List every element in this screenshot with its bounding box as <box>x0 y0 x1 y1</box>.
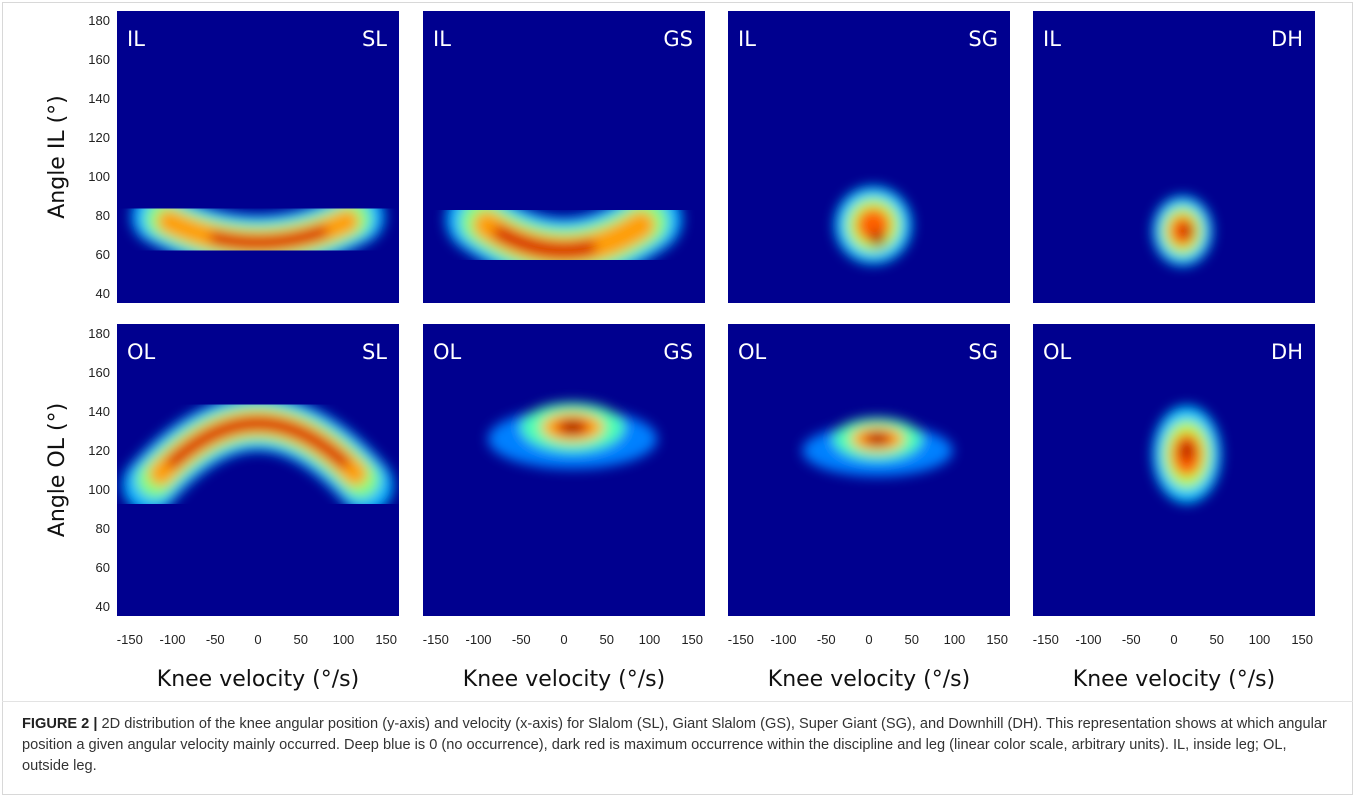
heatmap-panel-il-dh: IL DH <box>1033 11 1315 303</box>
y-tick-label: 160 <box>88 52 110 67</box>
figure-caption: FIGURE 2 | 2D distribution of the knee a… <box>22 714 1337 777</box>
x-tick-label: 50 <box>599 632 613 647</box>
x-tick-label: 150 <box>986 632 1008 647</box>
x-tick-label: -100 <box>160 632 186 647</box>
caption-divider <box>2 701 1353 702</box>
figure-label: FIGURE 2 | <box>22 716 98 732</box>
x-tick-label: -50 <box>1122 632 1141 647</box>
x-tick-label: 100 <box>639 632 661 647</box>
y-tick-label: 40 <box>96 599 110 614</box>
x-tick-label: 0 <box>865 632 872 647</box>
leg-label: IL <box>1043 27 1061 51</box>
leg-label: IL <box>127 27 145 51</box>
density-band <box>492 225 597 258</box>
discipline-label: SL <box>362 27 387 51</box>
density-blob <box>1180 223 1193 238</box>
x-tick-label: 100 <box>333 632 355 647</box>
x-axis-label: Knee velocity (°/s) <box>1073 667 1275 692</box>
y-axis-label: Angle IL (°) <box>45 95 70 219</box>
heatmap-panel-ol-sl: OL SL 40 60 80 100 120 140 160 180 -150 -100 -50 0 50 1… <box>45 324 399 692</box>
heatmap-panel-ol-dh: OL DH -150 -100 -50 0 50 100 150 Knee velocity (°… <box>1033 324 1315 692</box>
x-tick-label: 0 <box>1170 632 1177 647</box>
y-tick-label: 180 <box>88 326 110 341</box>
y-tick-label: 120 <box>88 130 110 145</box>
y-tick-label: 40 <box>96 286 110 301</box>
x-tick-label: -150 <box>728 632 754 647</box>
x-tick-label: 50 <box>293 632 307 647</box>
density-blob <box>868 434 887 444</box>
discipline-label: GS <box>663 27 693 51</box>
x-tick-label: -150 <box>1033 632 1059 647</box>
x-tick-label: 0 <box>254 632 261 647</box>
x-tick-label: -100 <box>466 632 492 647</box>
density-blob <box>1180 440 1194 461</box>
leg-label: OL <box>738 340 767 364</box>
density-layer <box>131 188 385 271</box>
x-axis-label: Knee velocity (°/s) <box>768 667 970 692</box>
density-band <box>166 417 350 469</box>
density-blob <box>562 422 583 433</box>
x-tick-label: -50 <box>817 632 836 647</box>
discipline-label: GS <box>663 340 693 364</box>
y-tick-label: 140 <box>88 404 110 419</box>
y-tick-label: 140 <box>88 91 110 106</box>
x-tick-label: 0 <box>560 632 567 647</box>
density-blob <box>869 230 886 247</box>
y-axis-label: Angle OL (°) <box>45 403 70 537</box>
y-tick-label: 80 <box>96 208 110 223</box>
y-tick-label: 100 <box>88 169 110 184</box>
density-layer <box>487 402 658 469</box>
density-layer <box>1152 405 1222 504</box>
density-layer <box>802 417 953 477</box>
figure-2: IL SL 40 60 80 100 120 140 160 180 Angle IL (°) IL G… <box>45 11 1315 692</box>
x-tick-label: -150 <box>117 632 143 647</box>
x-tick-label: -50 <box>206 632 225 647</box>
density-layer <box>1152 195 1213 266</box>
caption-text: 2D distribution of the knee angular posi… <box>22 716 1327 774</box>
y-tick-label: 60 <box>96 560 110 575</box>
discipline-label: SG <box>968 27 998 51</box>
x-tick-label: 150 <box>1291 632 1313 647</box>
density-band <box>209 225 328 249</box>
heatmap-panel-il-gs: IL GS <box>423 11 705 303</box>
leg-label: IL <box>433 27 451 51</box>
x-tick-label: -100 <box>1076 632 1102 647</box>
x-tick-label: 50 <box>1209 632 1223 647</box>
discipline-label: SG <box>968 340 998 364</box>
x-axis-label: Knee velocity (°/s) <box>157 667 359 692</box>
density-layer <box>834 186 912 265</box>
heatmap-panel-il-sl: IL SL 40 60 80 100 120 140 160 180 Angle IL (°) <box>45 11 399 303</box>
discipline-label: SL <box>362 340 387 364</box>
leg-label: OL <box>433 340 462 364</box>
panel-background <box>423 324 705 616</box>
y-tick-label: 160 <box>88 365 110 380</box>
y-tick-label: 80 <box>96 521 110 536</box>
x-tick-label: -100 <box>771 632 797 647</box>
leg-label: IL <box>738 27 756 51</box>
y-tick-label: 100 <box>88 482 110 497</box>
x-tick-label: 100 <box>1249 632 1271 647</box>
heatmap-panel-ol-gs: OL GS -150 -100 -50 0 50 100 150 Knee velocity (°… <box>423 324 705 692</box>
x-tick-label: 150 <box>681 632 703 647</box>
x-tick-label: -150 <box>423 632 449 647</box>
leg-label: OL <box>1043 340 1072 364</box>
discipline-label: DH <box>1271 340 1303 364</box>
y-tick-label: 120 <box>88 443 110 458</box>
x-axis-label: Knee velocity (°/s) <box>463 667 665 692</box>
density-layer <box>122 395 394 513</box>
heatmap-panel-il-sg: IL SG <box>728 11 1010 303</box>
x-tick-label: 100 <box>944 632 966 647</box>
x-tick-label: -50 <box>512 632 531 647</box>
density-layer <box>445 186 683 284</box>
leg-label: OL <box>127 340 156 364</box>
x-tick-label: 50 <box>904 632 918 647</box>
y-tick-label: 180 <box>88 13 110 28</box>
discipline-label: DH <box>1271 27 1303 51</box>
x-tick-label: 150 <box>375 632 397 647</box>
y-tick-label: 60 <box>96 247 110 262</box>
heatmap-panel-ol-sg: OL SG -150 -100 -50 0 50 100 150 Knee velocity (°… <box>728 324 1010 692</box>
